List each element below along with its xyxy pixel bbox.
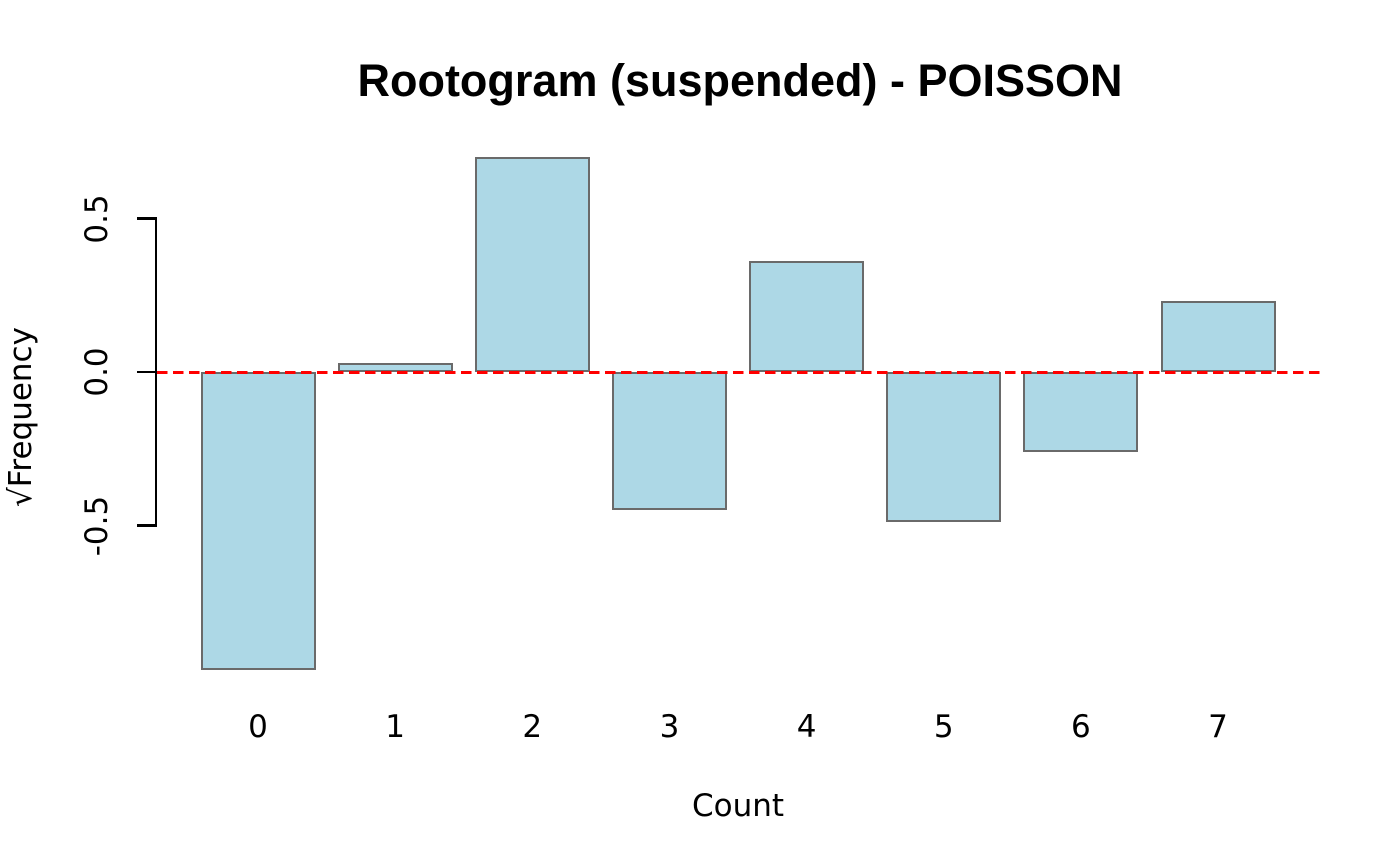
- x-axis-label: Count: [691, 788, 785, 824]
- bar-count-0: [200, 372, 316, 670]
- x-tick-label-3: 3: [659, 709, 680, 745]
- bar-count-7: [1160, 301, 1276, 372]
- y-tick-label-0.0: 0.0: [79, 347, 115, 397]
- x-tick-label-4: 4: [796, 709, 817, 745]
- x-tick-label-1: 1: [385, 709, 406, 745]
- bar-count-3: [611, 372, 727, 511]
- y-tick-label--0.5: -0.5: [79, 495, 115, 556]
- x-tick-label-5: 5: [933, 709, 954, 745]
- y-tick-mark-0.5: [137, 217, 157, 220]
- bar-count-2: [474, 157, 590, 372]
- x-tick-label-7: 7: [1208, 709, 1228, 745]
- x-tick-label-6: 6: [1071, 709, 1091, 745]
- chart-title: Rootogram (suspended) - POISSON: [357, 55, 1123, 106]
- zero-reference-line: [157, 371, 1320, 374]
- y-tick-label-0.5: 0.5: [79, 193, 115, 244]
- y-tick-mark-0.0: [137, 370, 157, 374]
- bar-count-5: [886, 372, 1002, 523]
- y-tick-mark--0.5: [137, 524, 157, 527]
- x-tick-label-2: 2: [522, 709, 543, 745]
- x-tick-label-0: 0: [248, 709, 268, 745]
- bar-count-1: [337, 362, 453, 372]
- bar-count-6: [1023, 372, 1139, 452]
- y-axis-label: √Frequency: [3, 327, 39, 507]
- bar-count-4: [749, 261, 865, 372]
